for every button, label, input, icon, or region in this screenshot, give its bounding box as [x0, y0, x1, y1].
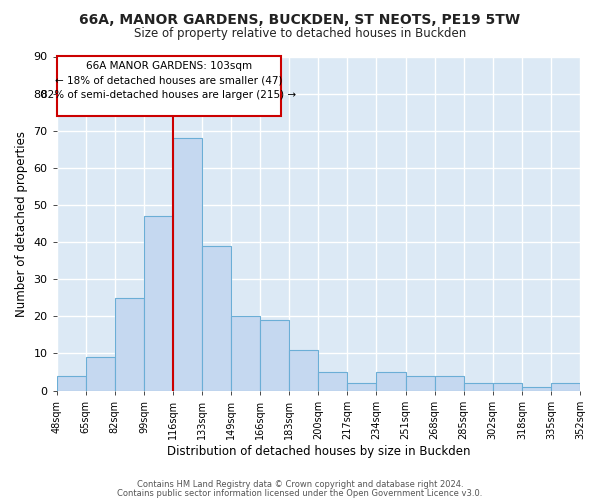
- Bar: [493, 383, 522, 390]
- Bar: [289, 350, 319, 391]
- Bar: [57, 56, 281, 116]
- Bar: [202, 246, 231, 390]
- Bar: [347, 383, 376, 390]
- Text: Size of property relative to detached houses in Buckden: Size of property relative to detached ho…: [134, 28, 466, 40]
- Text: 66A MANOR GARDENS: 103sqm: 66A MANOR GARDENS: 103sqm: [86, 61, 251, 71]
- Bar: [144, 216, 173, 390]
- Bar: [173, 138, 202, 390]
- Text: Contains HM Land Registry data © Crown copyright and database right 2024.: Contains HM Land Registry data © Crown c…: [137, 480, 463, 489]
- X-axis label: Distribution of detached houses by size in Buckden: Distribution of detached houses by size …: [167, 444, 470, 458]
- Bar: [522, 387, 551, 390]
- Bar: [376, 372, 406, 390]
- Bar: [231, 316, 260, 390]
- Text: Contains public sector information licensed under the Open Government Licence v3: Contains public sector information licen…: [118, 488, 482, 498]
- Bar: [115, 298, 144, 390]
- Text: 82% of semi-detached houses are larger (215) →: 82% of semi-detached houses are larger (…: [41, 90, 296, 101]
- Text: ← 18% of detached houses are smaller (47): ← 18% of detached houses are smaller (47…: [55, 76, 283, 86]
- Bar: [86, 357, 115, 390]
- Bar: [57, 376, 86, 390]
- Bar: [319, 372, 347, 390]
- Bar: [434, 376, 464, 390]
- Bar: [260, 320, 289, 390]
- Text: 66A, MANOR GARDENS, BUCKDEN, ST NEOTS, PE19 5TW: 66A, MANOR GARDENS, BUCKDEN, ST NEOTS, P…: [79, 12, 521, 26]
- Y-axis label: Number of detached properties: Number of detached properties: [15, 130, 28, 316]
- Bar: [551, 383, 580, 390]
- Bar: [406, 376, 434, 390]
- Bar: [464, 383, 493, 390]
